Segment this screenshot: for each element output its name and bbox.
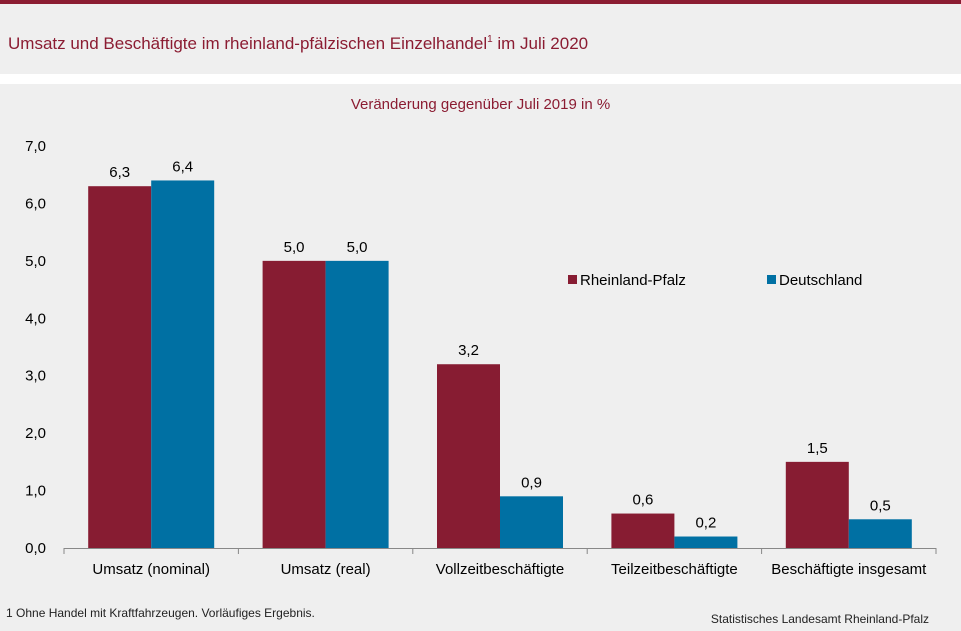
y-tick-label: 5,0 (25, 253, 46, 270)
x-tick-label: Umsatz (real) (281, 561, 371, 578)
top-accent-rule (0, 0, 961, 4)
bar (785, 461, 849, 548)
title-footnote-marker: 1 (487, 34, 493, 45)
data-label: 6,4 (172, 158, 193, 175)
data-label: 0,5 (870, 497, 891, 514)
bar (848, 519, 912, 548)
page-title: Umsatz und Beschäftigte im rheinland-pfä… (8, 34, 588, 54)
footnote: 1 Ohne Handel mit Kraftfahrzeugen. Vorlä… (6, 606, 315, 620)
source-credit: Statistisches Landesamt Rheinland-Pfalz (710, 612, 929, 626)
x-tick-label: Umsatz (nominal) (92, 561, 210, 578)
legend-label: Deutschland (779, 272, 862, 289)
data-label: 5,0 (347, 239, 368, 256)
data-label: 0,2 (695, 515, 716, 532)
x-tick-label: Beschäftigte insgesamt (771, 561, 927, 578)
y-tick-label: 4,0 (25, 310, 46, 327)
bar (500, 496, 563, 548)
title-suffix: im Juli 2020 (492, 34, 589, 53)
title-text: Umsatz und Beschäftigte im rheinland-pfä… (8, 34, 488, 53)
y-tick-label: 7,0 (25, 138, 46, 155)
y-tick-label: 2,0 (25, 425, 46, 442)
bar (674, 536, 738, 548)
footnote-text: Ohne Handel mit Kraftfahrzeugen. Vorläuf… (12, 606, 315, 620)
bar (325, 260, 389, 548)
y-tick-label: 0,0 (25, 540, 46, 557)
y-tick-label: 1,0 (25, 483, 46, 500)
data-label: 0,6 (632, 492, 653, 509)
divider (0, 74, 961, 84)
title-area: Umsatz und Beschäftigte im rheinland-pfä… (0, 4, 961, 74)
data-label: 5,0 (284, 239, 305, 256)
bar (611, 513, 675, 548)
legend-label: Rheinland-Pfalz (580, 272, 686, 289)
x-tick-label: Teilzeitbeschäftigte (611, 561, 738, 578)
footnote-number: 1 (6, 606, 13, 620)
bar (437, 364, 500, 548)
chart-subtitle: Veränderung gegenüber Juli 2019 in % (350, 96, 611, 113)
data-label: 3,2 (458, 342, 479, 359)
bar (151, 180, 215, 548)
legend-swatch (568, 275, 577, 284)
y-tick-label: 3,0 (25, 368, 46, 385)
legend-swatch (767, 275, 776, 284)
data-label: 1,5 (807, 440, 828, 457)
y-tick-label: 6,0 (25, 195, 46, 212)
data-label: 0,9 (521, 474, 542, 491)
x-tick-label: Vollzeitbeschäftigte (436, 561, 564, 578)
bar (262, 260, 326, 548)
bar (88, 186, 152, 548)
data-label: 6,3 (109, 164, 130, 181)
